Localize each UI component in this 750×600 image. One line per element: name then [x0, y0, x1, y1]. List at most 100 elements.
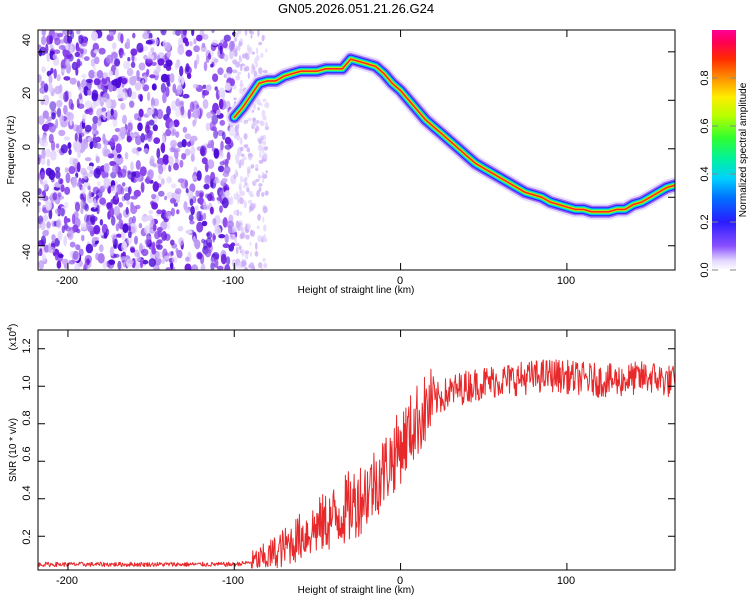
noise-blob	[226, 151, 231, 161]
noise-blob	[166, 76, 170, 87]
noise-blob	[194, 239, 201, 250]
noise-blob	[130, 161, 134, 172]
noise-blob	[72, 250, 79, 260]
noise-blob	[239, 137, 243, 146]
noise-blob	[235, 246, 239, 255]
noise-blob	[201, 220, 208, 227]
noise-blob	[152, 163, 157, 168]
noise-blob	[125, 206, 129, 215]
noise-blob	[185, 49, 193, 57]
noise-blob	[247, 169, 250, 178]
noise-blob	[139, 258, 144, 269]
noise-blob	[112, 164, 119, 175]
noise-blob	[223, 165, 231, 174]
x-tick-label-top: 0	[397, 275, 403, 287]
noise-blob	[170, 251, 174, 256]
noise-blob	[135, 204, 141, 210]
noise-blob	[255, 167, 259, 172]
noise-blob	[251, 109, 255, 113]
noise-blob	[120, 186, 125, 195]
y-tick-label-top: -40	[21, 244, 33, 260]
noise-blob	[114, 77, 122, 89]
noise-blob	[84, 124, 92, 133]
noise-blob	[57, 230, 63, 241]
noise-blob	[255, 54, 260, 62]
noise-blob	[182, 93, 190, 99]
noise-blob	[121, 241, 128, 253]
noise-blob	[148, 258, 156, 268]
noise-blob	[185, 229, 193, 235]
y-tick-label-bottom: 1.0	[21, 375, 33, 390]
noise-blob	[120, 102, 126, 110]
noise-blob	[126, 38, 131, 48]
noise-blob	[61, 258, 69, 265]
noise-blob	[67, 142, 72, 150]
noise-blob	[264, 102, 270, 109]
noise-blob	[200, 45, 207, 52]
noise-blob	[226, 66, 233, 75]
noise-blob	[76, 30, 81, 35]
colorbar: 0.0 0.2 0.4 0.6 0.8 Normalized spectral …	[699, 30, 749, 278]
noise-blob	[180, 106, 185, 116]
noise-blob	[60, 144, 68, 154]
noise-blob	[74, 201, 81, 212]
noise-blob	[246, 187, 250, 193]
noise-blob	[213, 129, 219, 139]
noise-blob	[58, 129, 66, 137]
noise-blob	[184, 179, 189, 189]
noise-blob	[146, 91, 151, 102]
noise-blob	[232, 59, 238, 65]
noise-blob	[123, 61, 131, 70]
noise-blob	[105, 76, 111, 81]
noise-blob	[130, 201, 134, 210]
noise-blob	[264, 190, 269, 196]
noise-blob	[248, 46, 253, 54]
noise-blob	[83, 264, 87, 270]
noise-blob	[204, 162, 209, 173]
noise-blob	[158, 164, 164, 175]
noise-blob	[49, 44, 54, 49]
noise-blob	[254, 120, 258, 127]
noise-blob	[42, 110, 49, 119]
noise-blob	[154, 231, 160, 240]
figure-title: GN05.2026.051.21.26.G24	[278, 1, 434, 16]
noise-blob	[141, 216, 149, 222]
noise-blob	[117, 171, 123, 179]
noise-blob	[205, 84, 212, 92]
noise-blob	[248, 209, 251, 213]
noise-blob	[183, 201, 188, 211]
y-tick-label-top: -20	[21, 191, 33, 207]
noise-blob	[99, 197, 106, 205]
noise-blob	[75, 66, 79, 76]
noise-blob	[136, 42, 144, 53]
noise-blob	[151, 202, 159, 210]
noise-blob	[195, 190, 200, 198]
noise-blob	[175, 60, 181, 69]
noise-blob	[84, 100, 92, 109]
noise-blob	[140, 133, 145, 143]
noise-blob	[176, 84, 183, 96]
noise-blob	[238, 41, 243, 47]
noise-blob	[93, 78, 101, 86]
noise-blob	[261, 109, 266, 118]
noise-blob	[94, 71, 98, 78]
noise-blob	[235, 160, 241, 165]
noise-blob	[96, 204, 100, 215]
noise-blob	[81, 73, 87, 79]
noise-blob	[91, 92, 98, 102]
noise-blob	[130, 61, 136, 68]
noise-blob	[230, 78, 235, 87]
noise-blob	[54, 237, 60, 247]
noise-blob	[249, 194, 254, 198]
noise-blob	[77, 151, 81, 159]
noise-blob	[112, 42, 117, 50]
noise-blob	[74, 263, 81, 270]
noise-blob	[185, 187, 189, 194]
noise-blob	[115, 143, 122, 154]
noise-blob	[235, 75, 241, 81]
noise-blob	[55, 254, 59, 261]
noise-blob	[51, 234, 56, 242]
noise-blob	[51, 140, 56, 152]
noise-blob	[45, 200, 52, 211]
